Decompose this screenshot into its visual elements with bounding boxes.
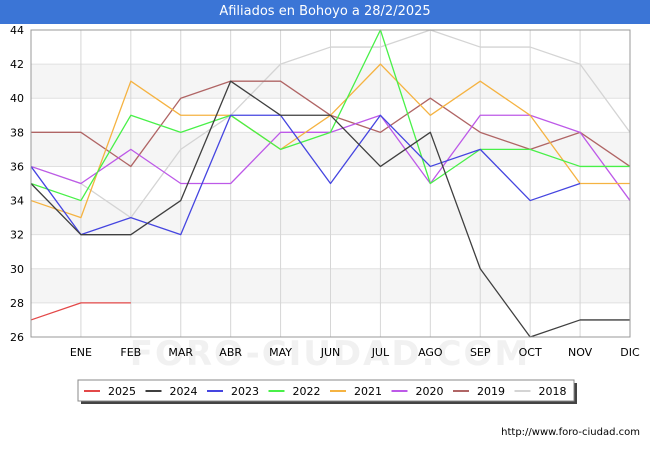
x-tick-label: NOV <box>568 346 593 359</box>
y-tick-label: 28 <box>10 297 24 310</box>
y-tick-label: 40 <box>10 92 24 105</box>
x-tick-label: MAY <box>269 346 292 359</box>
y-tick-label: 34 <box>10 195 24 208</box>
legend-label-2018: 2018 <box>539 385 567 398</box>
x-tick-label: ENE <box>70 346 92 359</box>
chart-title: Afiliados en Bohoyo a 28/2/2025 <box>0 0 650 24</box>
y-tick-label: 26 <box>10 331 24 344</box>
legend-label-2023: 2023 <box>231 385 259 398</box>
x-tick-label: FEB <box>120 346 141 359</box>
series-2022-line <box>30 29 630 202</box>
x-tick-label: JUN <box>320 346 341 359</box>
x-tick-label: MAR <box>168 346 193 359</box>
x-tick-label: DIC <box>620 346 640 359</box>
x-tick-label: ABR <box>219 346 242 359</box>
y-tick-label: 32 <box>10 229 24 242</box>
x-tick-label: JUL <box>371 346 390 359</box>
y-tick-label: 42 <box>10 58 24 71</box>
watermark: FORO-CIUDAD.COM <box>130 334 531 374</box>
legend-label-2019: 2019 <box>477 385 505 398</box>
x-tick-label: AGO <box>418 346 443 359</box>
source-url: http://www.foro-ciudad.com <box>501 427 640 438</box>
legend-box <box>77 379 575 402</box>
legend-label-2022: 2022 <box>293 385 321 398</box>
series-2025-line <box>30 302 131 321</box>
legend-label-2024: 2024 <box>170 385 198 398</box>
y-tick-label: 44 <box>10 24 24 37</box>
legend-label-2020: 2020 <box>416 385 444 398</box>
x-tick-label: SEP <box>470 346 491 359</box>
plot-border <box>30 29 631 338</box>
y-tick-label: 36 <box>10 160 24 173</box>
x-tick-label: OCT <box>519 346 542 359</box>
y-tick-label: 38 <box>10 126 24 139</box>
series-2023-line <box>30 114 581 236</box>
legend-label-2025: 2025 <box>108 385 136 398</box>
y-tick-label: 30 <box>10 263 24 276</box>
legend-label-2021: 2021 <box>354 385 382 398</box>
